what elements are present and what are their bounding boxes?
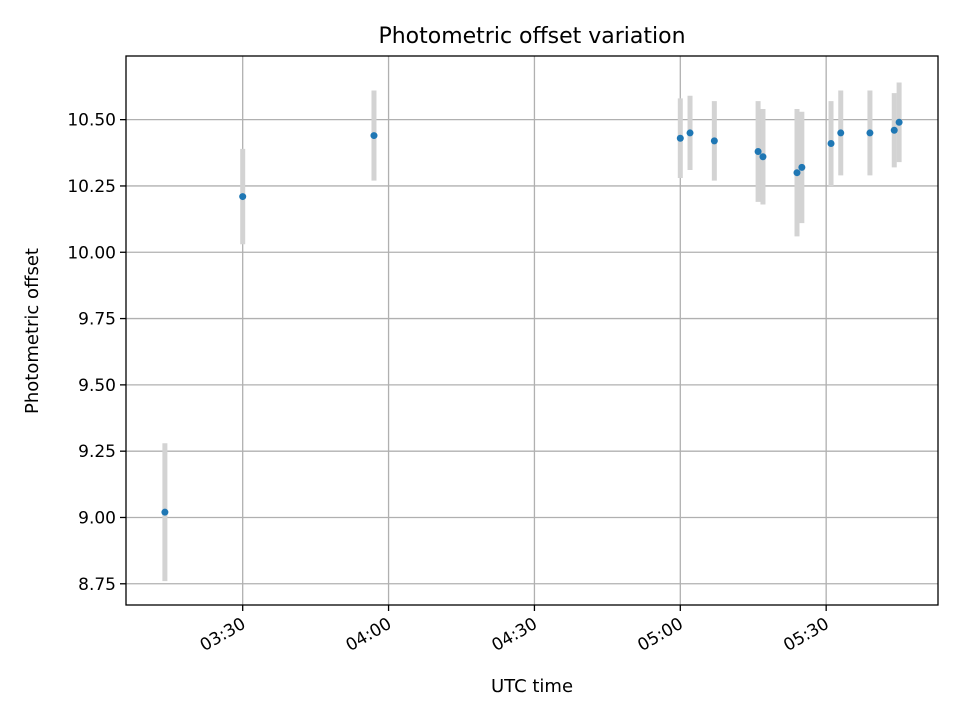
y-tick-label: 10.50 <box>67 111 116 131</box>
y-tick-label: 9.25 <box>78 442 116 462</box>
y-tick-label: 9.75 <box>78 310 116 330</box>
data-point <box>759 153 767 161</box>
data-point <box>710 137 718 145</box>
y-tick-label: 9.50 <box>78 376 116 396</box>
data-point <box>676 134 684 142</box>
y-tick-label: 9.00 <box>78 508 116 528</box>
y-tick-label: 8.75 <box>78 575 116 595</box>
data-point <box>837 129 845 137</box>
data-point <box>754 147 762 155</box>
y-tick-label: 10.00 <box>67 243 116 263</box>
data-point <box>827 140 835 148</box>
data-point <box>370 132 378 140</box>
x-axis-label: UTC time <box>491 676 573 697</box>
data-point <box>866 129 874 137</box>
y-axis-label: Photometric offset <box>22 248 43 414</box>
data-point <box>798 163 806 171</box>
data-points <box>161 118 903 516</box>
chart-title: Photometric offset variation <box>378 24 685 49</box>
y-tick-label: 10.25 <box>67 177 116 197</box>
data-point <box>793 169 801 177</box>
plot-area-frame <box>125 55 939 606</box>
data-point <box>890 126 898 134</box>
data-point <box>239 193 247 201</box>
data-point <box>895 118 903 126</box>
data-point <box>686 129 694 137</box>
y-axis-ticks: 8.75 9.00 9.25 9.50 9.75 10.00 10.25 10.50 <box>67 111 126 595</box>
data-point <box>161 508 169 516</box>
